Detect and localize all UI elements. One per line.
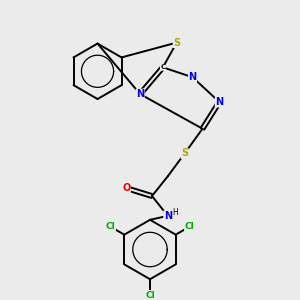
Text: O: O (122, 183, 130, 193)
Text: N: N (215, 97, 224, 107)
Text: S: S (181, 148, 188, 158)
Text: S: S (173, 38, 180, 48)
Text: N: N (164, 211, 172, 221)
Text: C: C (160, 64, 165, 70)
Text: Cl: Cl (106, 222, 116, 231)
Text: N: N (136, 89, 144, 99)
Text: Cl: Cl (145, 291, 155, 300)
Text: Cl: Cl (184, 222, 194, 231)
Text: H: H (172, 208, 178, 217)
Text: N: N (188, 72, 196, 82)
